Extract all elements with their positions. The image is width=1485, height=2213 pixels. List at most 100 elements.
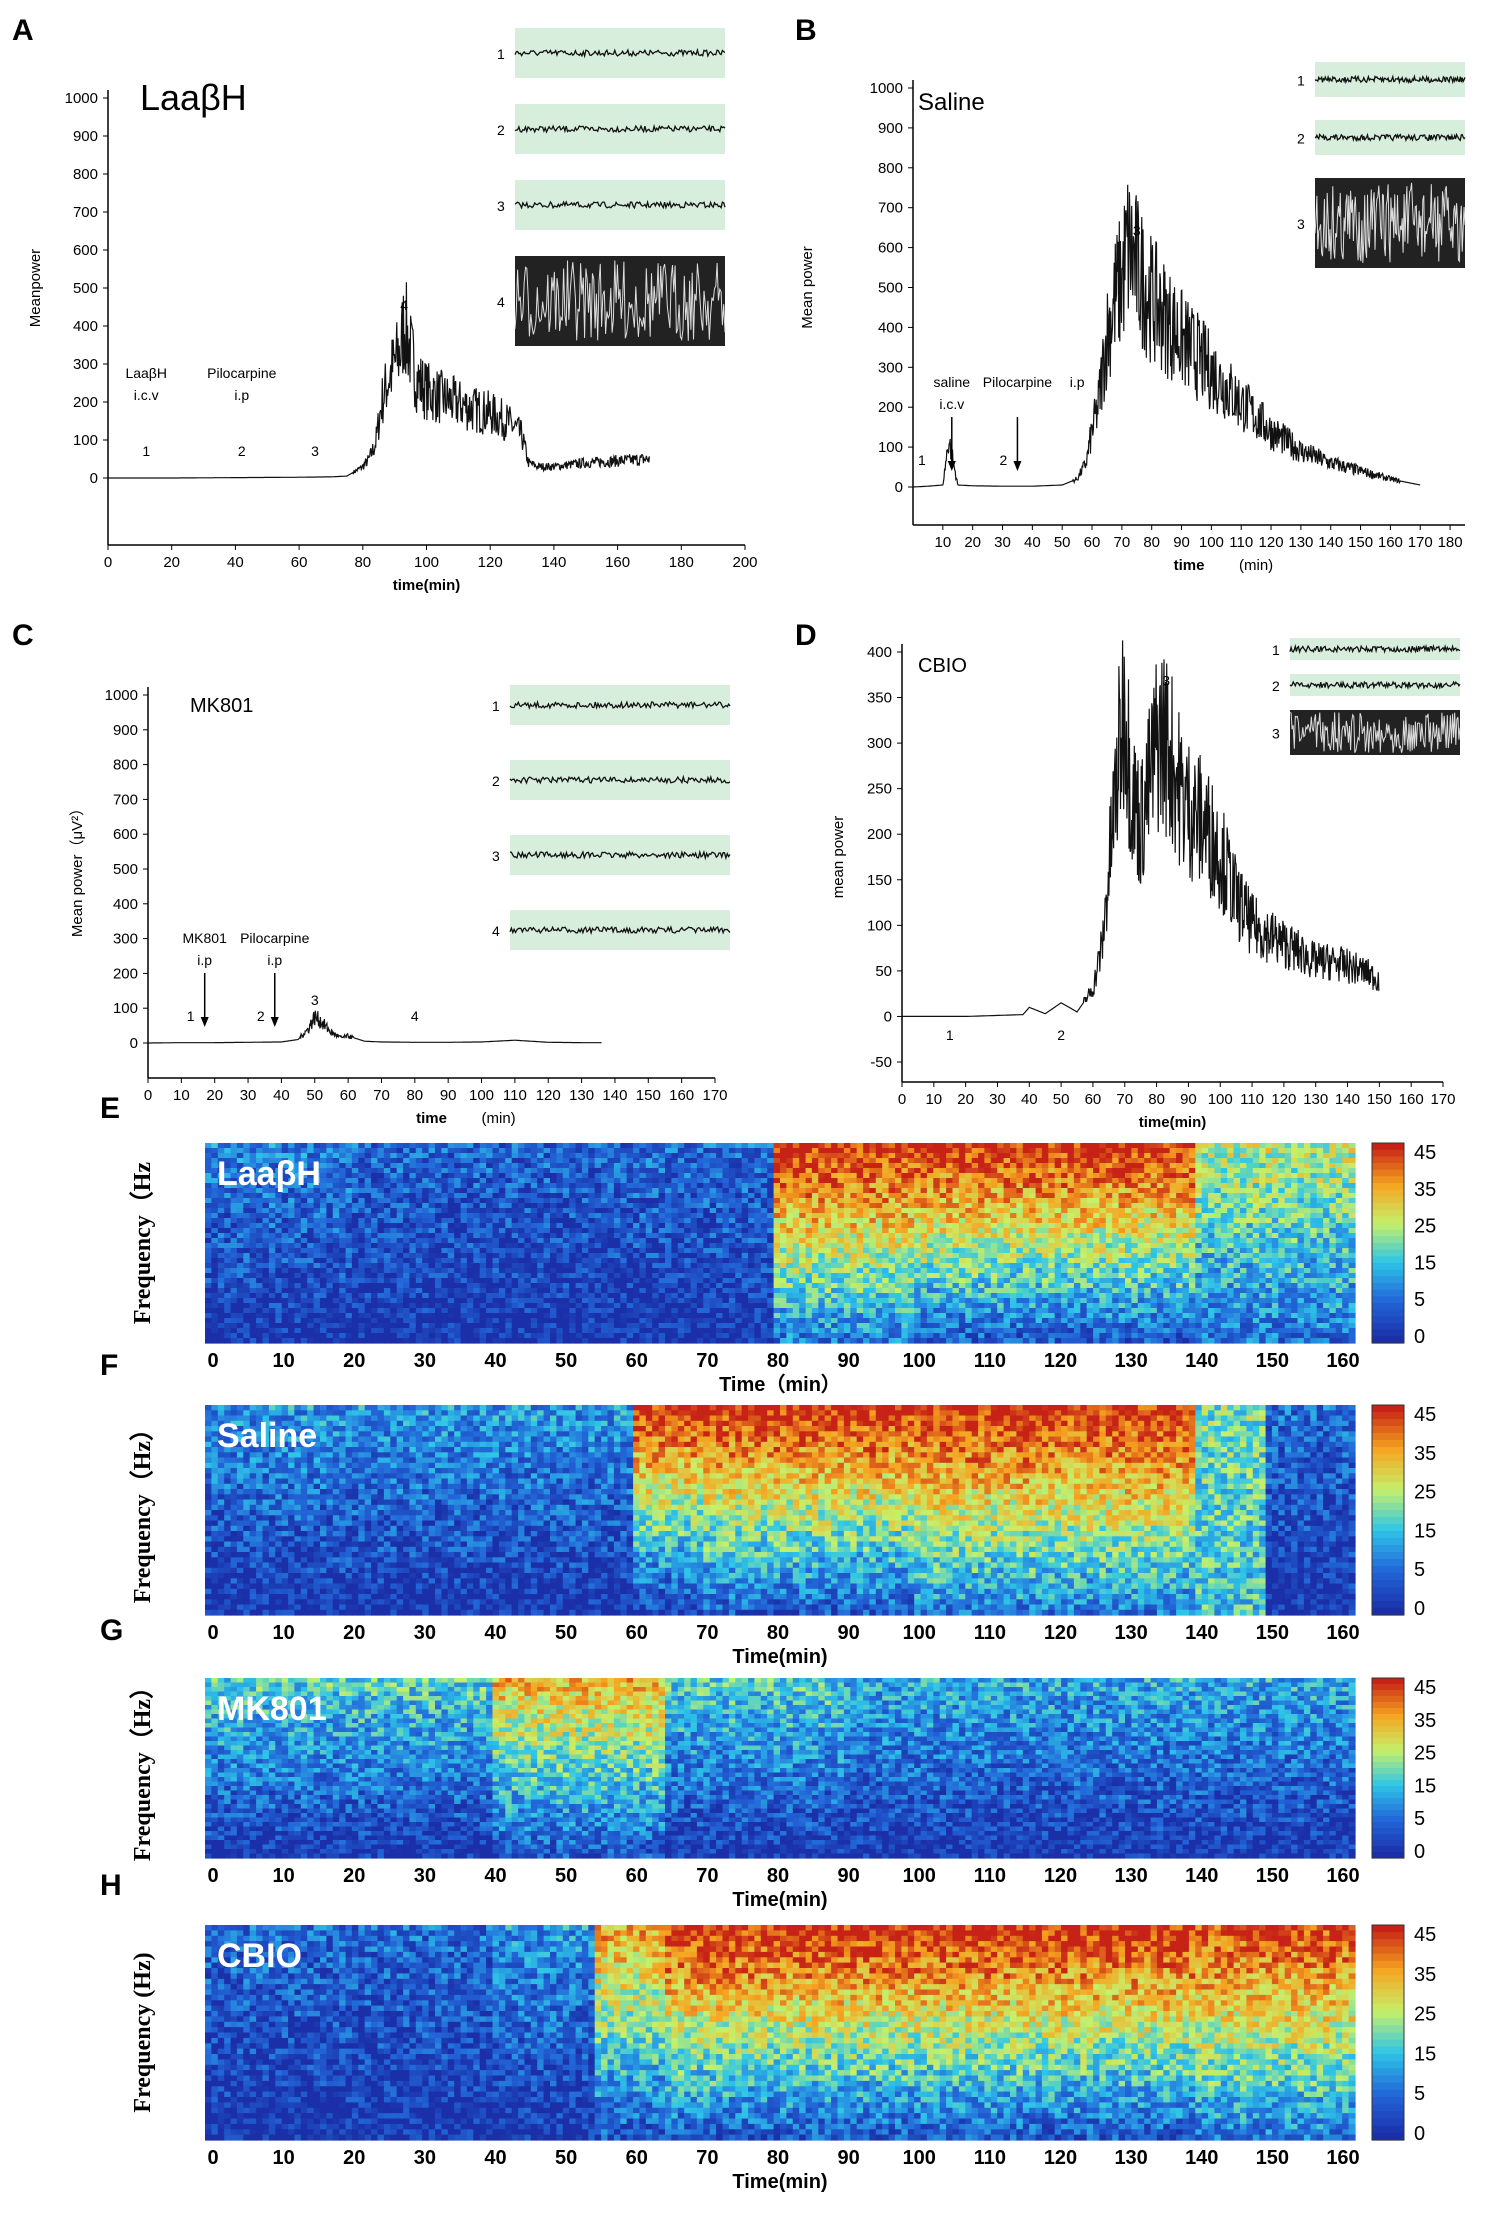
heat-cell xyxy=(326,1263,333,1269)
heat-cell xyxy=(397,1253,404,1259)
heat-cell xyxy=(403,1193,410,1199)
heat-cell xyxy=(467,1183,474,1189)
heat-cell xyxy=(294,1228,301,1234)
heat-cell xyxy=(346,1258,353,1264)
heat-cell xyxy=(301,1143,308,1149)
heat-cell xyxy=(429,1153,436,1159)
heat-cell xyxy=(352,1183,359,1189)
heat-cell xyxy=(403,1283,410,1289)
heat-cell xyxy=(333,1233,340,1239)
heat-cell xyxy=(218,1283,225,1289)
heat-cell xyxy=(282,1318,289,1324)
heat-cell xyxy=(448,1163,455,1169)
heat-cell xyxy=(250,1193,257,1199)
heat-cell xyxy=(346,1323,353,1329)
heat-cell xyxy=(365,1288,372,1294)
heat-cell xyxy=(288,1198,295,1204)
heat-cell xyxy=(358,1318,365,1324)
heat-cell xyxy=(454,1338,461,1344)
heat-cell xyxy=(282,1313,289,1319)
heat-cell xyxy=(384,1333,391,1339)
heat-cell xyxy=(301,1233,308,1239)
heat-cell xyxy=(461,1198,468,1204)
heat-cell xyxy=(454,1228,461,1234)
heat-cell xyxy=(435,1303,442,1309)
heat-cell xyxy=(224,1258,231,1264)
heat-cell xyxy=(352,1308,359,1314)
inset-label: 4 xyxy=(497,294,505,310)
heat-cell xyxy=(409,1338,416,1344)
heat-cell xyxy=(384,1228,391,1234)
heat-cell xyxy=(358,1238,365,1244)
annotation-sub: i.p xyxy=(197,952,212,968)
heat-cell xyxy=(461,1293,468,1299)
series-line xyxy=(902,640,1379,1016)
heat-cell xyxy=(378,1183,385,1189)
heat-cell xyxy=(378,1223,385,1229)
heat-cell xyxy=(301,1313,308,1319)
heat-cell xyxy=(320,1283,327,1289)
x-tick-label: 30 xyxy=(994,534,1011,551)
heat-cell xyxy=(409,1203,416,1209)
heat-cell xyxy=(390,1313,397,1319)
heat-cell xyxy=(461,1173,468,1179)
heat-cell xyxy=(352,1313,359,1319)
heat-cell xyxy=(320,1303,327,1309)
heat-cell xyxy=(448,1238,455,1244)
heat-cell xyxy=(339,1168,346,1174)
heat-cell xyxy=(320,1278,327,1284)
heat-cell xyxy=(448,1218,455,1224)
heat-cell xyxy=(416,1268,423,1274)
heat-cell xyxy=(231,1203,238,1209)
heat-cell xyxy=(346,1313,353,1319)
heat-cell xyxy=(224,1198,231,1204)
x-tick-label: 40 xyxy=(1024,534,1041,551)
heat-cell xyxy=(326,1243,333,1249)
heat-cell xyxy=(218,1223,225,1229)
y-tick-label: -50 xyxy=(870,1054,892,1071)
x-tick-label: 50 xyxy=(1053,1091,1070,1108)
heat-cell xyxy=(365,1203,372,1209)
heat-cell xyxy=(205,1243,212,1249)
heat-cell xyxy=(326,1273,333,1279)
heat-cell xyxy=(250,1253,257,1259)
heat-cell xyxy=(282,1263,289,1269)
heat-cell xyxy=(250,1313,257,1319)
heat-cell xyxy=(237,1283,244,1289)
heat-cell xyxy=(339,1203,346,1209)
x-tick-label: 140 xyxy=(541,554,566,571)
heat-cell xyxy=(429,1328,436,1334)
heat-cell xyxy=(301,1243,308,1249)
heat-cell xyxy=(448,1303,455,1309)
heat-cell xyxy=(435,1153,442,1159)
heat-cell xyxy=(346,1198,353,1204)
inset-label: 2 xyxy=(1297,131,1305,147)
heat-cell xyxy=(352,1268,359,1274)
heat-cell xyxy=(352,1153,359,1159)
heat-cell xyxy=(333,1213,340,1219)
heat-cell xyxy=(339,1198,346,1204)
y-tick-label: 0 xyxy=(90,470,98,487)
x-tick-label: 90 xyxy=(1173,534,1190,551)
heat-cell xyxy=(326,1198,333,1204)
heat-cell xyxy=(371,1203,378,1209)
heat-cell xyxy=(205,1278,212,1284)
heat-cell xyxy=(288,1318,295,1324)
heat-cell xyxy=(454,1318,461,1324)
heat-cell xyxy=(282,1248,289,1254)
heat-cell xyxy=(441,1228,448,1234)
heat-cell xyxy=(320,1223,327,1229)
heat-cell xyxy=(320,1308,327,1314)
heat-cell xyxy=(441,1183,448,1189)
heat-cell xyxy=(256,1268,263,1274)
heat-cell xyxy=(352,1178,359,1184)
heat-cell xyxy=(429,1323,436,1329)
heat-cell xyxy=(467,1233,474,1239)
x-tick-label: 160 xyxy=(669,1087,694,1104)
heat-cell xyxy=(339,1183,346,1189)
heat-cell xyxy=(448,1253,455,1259)
heat-cell xyxy=(346,1248,353,1254)
heat-cell xyxy=(429,1313,436,1319)
heat-cell xyxy=(371,1238,378,1244)
heat-cell xyxy=(269,1238,276,1244)
